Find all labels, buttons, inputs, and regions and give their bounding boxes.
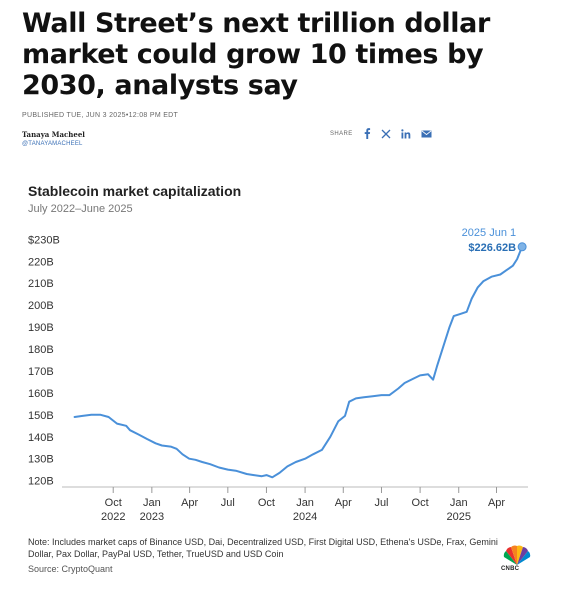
cnbc-peacock-logo (503, 545, 531, 565)
x-axis: Oct 2022 Jan 2023 Apr Jul Oct Jan 2024 Apr Jul Oct J… (62, 486, 528, 523)
x-tick-label: Jan (450, 497, 468, 509)
x-tick-label: Apr (488, 497, 505, 509)
y-axis: 120B 130B 140B 150B 160B 170B 180B 190B 200B 210B… (28, 234, 60, 487)
facebook-icon[interactable] (363, 128, 371, 139)
annotation-value-label: $226.62B (468, 242, 516, 254)
y-tick-label: 180B (28, 344, 54, 356)
author-block: Tanaya Macheel @TANAYAMACHEEL (22, 130, 85, 147)
x-tick-year-label: 2025 (446, 511, 470, 523)
author-handle[interactable]: @TANAYAMACHEEL (22, 141, 83, 147)
y-tick-label: 160B (28, 388, 54, 400)
published-date: PUBLISHED TUE, JUN 3 2025•12:08 PM EDT (22, 112, 179, 119)
y-tick-label: $230B (28, 234, 60, 246)
email-icon[interactable] (421, 129, 432, 138)
x-tick-label: Jan (296, 497, 314, 509)
x-tick-label: Jan (143, 497, 161, 509)
x-tick-label: Oct (412, 497, 429, 509)
chart-source: Source: CryptoQuant (28, 564, 113, 574)
x-tick-year-label: 2022 (101, 511, 125, 523)
cnbc-logo-text: CNBC (501, 566, 520, 572)
y-tick-label: 210B (28, 278, 54, 290)
y-tick-label: 130B (28, 454, 54, 466)
x-tick-label: Oct (258, 497, 275, 509)
share-bar: SHARE (330, 128, 432, 139)
annotation-date-label: 2025 Jun 1 (462, 227, 516, 239)
linkedin-icon[interactable] (400, 128, 411, 139)
x-tick-label: Jul (221, 497, 235, 509)
y-tick-label: 120B (28, 476, 54, 488)
end-point-marker (517, 242, 527, 252)
y-tick-label: 220B (28, 256, 54, 268)
author-name[interactable]: Tanaya Macheel (22, 130, 85, 139)
chart-subtitle: July 2022–June 2025 (28, 203, 133, 215)
share-label: SHARE (330, 130, 353, 137)
x-tick-label: Apr (335, 497, 352, 509)
chart-note: Note: Includes market caps of Binance US… (28, 537, 498, 559)
y-tick-label: 200B (28, 300, 54, 312)
x-tick-label: Oct (105, 497, 122, 509)
y-tick-label: 150B (28, 410, 54, 422)
x-icon[interactable] (381, 129, 391, 139)
x-tick-year-label: 2024 (293, 511, 317, 523)
stablecoin-chart: 120B 130B 140B 150B 160B 170B 180B 190B 200B 210B… (28, 227, 528, 523)
x-tick-label: Apr (181, 497, 198, 509)
x-tick-year-label: 2023 (140, 511, 164, 523)
series-line (73, 245, 524, 479)
y-tick-label: 190B (28, 322, 54, 334)
article-headline: Wall Street’s next trillion dollar marke… (22, 8, 490, 101)
chart-title: Stablecoin market capitalization (28, 183, 242, 199)
x-tick-label: Jul (374, 497, 388, 509)
y-tick-label: 170B (28, 366, 54, 378)
y-tick-label: 140B (28, 432, 54, 444)
